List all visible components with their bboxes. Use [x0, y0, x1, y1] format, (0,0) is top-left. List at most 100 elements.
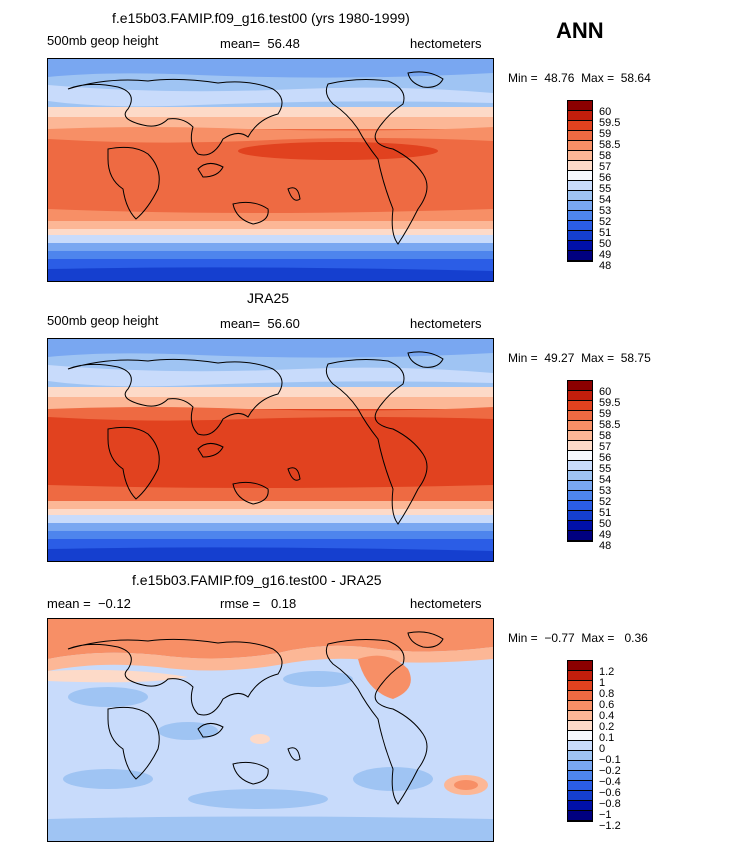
colorbar-cell: [568, 451, 592, 461]
colorbar-cell: [568, 501, 592, 511]
colorbar-cell: [568, 471, 592, 481]
colorbar-label: 59: [599, 128, 612, 140]
panel2-mean: mean= 56.60: [220, 316, 300, 331]
panel2-units: hectometers: [410, 316, 482, 331]
colorbar-cell: [568, 491, 592, 501]
panel3-units: hectometers: [410, 596, 482, 611]
panel2-mean-label: mean=: [220, 316, 261, 331]
colorbar-cell: [568, 731, 592, 741]
colorbar-cell: [568, 161, 592, 171]
colorbar-cell: [568, 431, 592, 441]
colorbar-label: 59.5: [599, 397, 621, 409]
colorbar-label: 0.6: [599, 699, 615, 711]
panel3-mean-value: −0.12: [97, 596, 131, 611]
colorbar-cell: [568, 661, 592, 671]
colorbar-cell: [568, 711, 592, 721]
map-band: [63, 769, 153, 789]
panel2-title: JRA25: [247, 290, 290, 306]
colorbar-label: 57: [599, 161, 612, 173]
colorbar-cell: [568, 101, 592, 111]
panel1-colorbar: 60 59.5 59 58.5 58 57 56 55 54 53 52 51 …: [567, 100, 620, 272]
colorbar-cell: [568, 811, 592, 821]
colorbar-label: 58.5: [599, 419, 621, 431]
colorbar-label: 55: [599, 183, 612, 195]
map-band: [48, 501, 493, 509]
colorbar-cell: [568, 171, 592, 181]
map-band: [48, 229, 493, 235]
colorbar-cell: [568, 391, 592, 401]
colorbar-label: 48: [599, 540, 612, 552]
colorbar-label: −1: [599, 809, 612, 821]
colorbar-cell: [568, 141, 592, 151]
panel3-rmse-label: rmse =: [220, 596, 261, 611]
colorbar-cell: [568, 191, 592, 201]
panel3-max-value: 0.36: [624, 631, 648, 645]
map-band: [188, 789, 328, 809]
colorbar-cell: [568, 251, 592, 261]
colorbar-cell: [568, 211, 592, 221]
map-band: [48, 669, 188, 683]
panel3-min-value: −0.77: [544, 631, 575, 645]
map-band: [48, 117, 493, 129]
map-band: [48, 243, 493, 251]
colorbar-label: 53: [599, 485, 612, 497]
colorbar-label: 49: [599, 529, 612, 541]
panel2-mean-value: 56.60: [267, 316, 300, 331]
colorbar-cell: [568, 401, 592, 411]
colorbar-label: −0.1: [599, 754, 621, 766]
map-band: [48, 515, 493, 523]
map-band: [48, 619, 493, 659]
colorbar-cell: [568, 751, 592, 761]
panel3-rmse-value: 0.18: [270, 596, 297, 611]
panel3-title: f.e15b03.FAMIP.f09_g16.test00 - JRA25: [132, 572, 382, 588]
colorbar-label: 52: [599, 216, 612, 228]
colorbar-cell: [568, 181, 592, 191]
colorbar-cell: [568, 481, 592, 491]
map-band: [48, 59, 493, 78]
colorbar-cell: [568, 121, 592, 131]
panel1-mean-value: 56.48: [267, 36, 300, 51]
panel3-rmse: rmse = 0.18: [220, 596, 296, 611]
panel3-min-label: Min =: [508, 631, 538, 645]
colorbar-label: 0.4: [599, 710, 615, 722]
colorbar-cell: [568, 201, 592, 211]
colorbar-label: 49: [599, 249, 612, 261]
map-band: [48, 645, 493, 671]
colorbar-cell: [568, 671, 592, 681]
colorbar-label: 51: [599, 507, 612, 519]
colorbar-label: −0.8: [599, 798, 621, 810]
colorbar-label: −0.6: [599, 787, 621, 799]
colorbar-label: 1: [599, 677, 606, 689]
panel1-map-svg: [48, 59, 493, 281]
map-band: [48, 816, 493, 841]
colorbar-cell: [568, 221, 592, 231]
map-band: [358, 655, 411, 699]
map-band: [158, 722, 218, 740]
map-band: [48, 129, 493, 221]
colorbar-label: 57: [599, 441, 612, 453]
colorbar-label: 0.2: [599, 721, 615, 733]
coastlines: [67, 71, 444, 245]
colorbar-cell: [568, 521, 592, 531]
panel2-max-value: 58.75: [620, 351, 651, 365]
map-band: [48, 107, 493, 117]
colorbar-cell: [568, 771, 592, 781]
map-band: [48, 387, 493, 397]
colorbar-cell: [568, 761, 592, 771]
map-band: [48, 407, 493, 421]
map-band: [48, 409, 493, 501]
colorbar-cell: [568, 531, 592, 541]
colorbar-cell: [568, 791, 592, 801]
season-label: ANN: [556, 18, 604, 43]
panel1-mean-label: mean=: [220, 36, 261, 51]
map-band: [48, 235, 493, 243]
colorbar-label: 59.5: [599, 117, 621, 129]
panel1-range: Min = 48.76 Max = 58.64: [508, 71, 651, 85]
panel1-max-label: Max =: [581, 71, 615, 85]
colorbar-cell: [568, 801, 592, 811]
colorbar-label: 54: [599, 474, 612, 486]
panel3-map-svg: [48, 619, 493, 841]
panel3-colorbar: 1.2 1 0.8 0.6 0.4 0.2 0.1 0 −0.1 −0.2 −0…: [567, 660, 621, 832]
colorbar-cell: [568, 421, 592, 431]
colorbar-cell: [568, 721, 592, 731]
